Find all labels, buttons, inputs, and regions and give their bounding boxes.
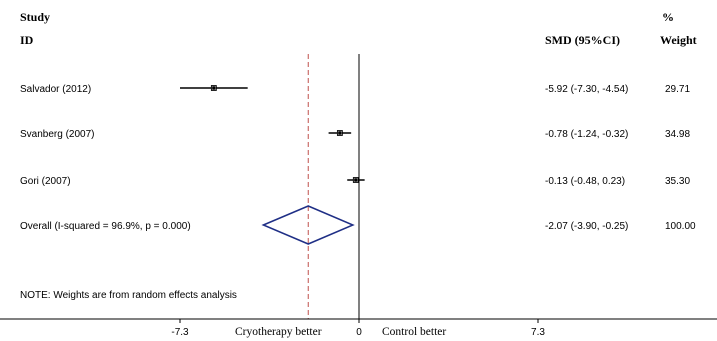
study-weight: 29.71 <box>665 84 690 95</box>
study-point-estimate <box>212 86 216 90</box>
overall-ci-text: -2.07 (-3.90, -0.25) <box>545 221 628 232</box>
study-weight: 34.98 <box>665 129 690 140</box>
study-ci-text: -0.78 (-1.24, -0.32) <box>545 129 628 140</box>
study-point-estimate <box>354 178 358 182</box>
overall-weight: 100.00 <box>665 221 696 232</box>
study-label: Gori (2007) <box>20 176 71 187</box>
weight-percent-header: % <box>662 10 674 24</box>
weights-note: NOTE: Weights are from random effects an… <box>20 290 237 301</box>
study-weight: 35.30 <box>665 176 690 187</box>
study-point-estimate <box>338 131 342 135</box>
study-label: Svanberg (2007) <box>20 129 95 140</box>
x-tick-label: -7.3 <box>171 327 189 338</box>
right-direction-label: Control better <box>382 326 446 338</box>
study-ci-text: -5.92 (-7.30, -4.54) <box>545 84 628 95</box>
study-ci-text: -0.13 (-0.48, 0.23) <box>545 176 625 187</box>
left-direction-label: Cryotherapy better <box>235 326 322 338</box>
study-header: Study <box>20 10 50 24</box>
effect-header: SMD (95%CI) <box>545 33 620 47</box>
x-tick-label: 0 <box>356 327 362 338</box>
id-header: ID <box>20 33 34 47</box>
x-tick-label: 7.3 <box>531 327 545 338</box>
study-label: Salvador (2012) <box>20 84 91 95</box>
weight-header: Weight <box>660 33 697 47</box>
overall-diamond <box>261 205 355 245</box>
overall-label: Overall (I-squared = 96.9%, p = 0.000) <box>20 221 191 232</box>
